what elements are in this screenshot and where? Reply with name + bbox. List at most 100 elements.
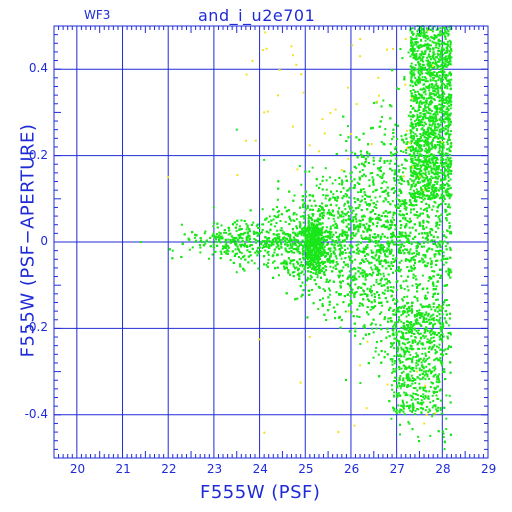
data-point-primary bbox=[435, 43, 438, 46]
data-point-primary bbox=[375, 346, 378, 349]
data-point-primary bbox=[340, 190, 343, 193]
data-point-primary bbox=[448, 221, 451, 224]
data-point-primary bbox=[373, 264, 376, 267]
data-point-primary bbox=[441, 291, 444, 294]
data-point-primary bbox=[434, 132, 437, 135]
data-point-primary bbox=[403, 287, 406, 290]
data-point-primary bbox=[351, 237, 354, 240]
data-point-primary bbox=[341, 274, 344, 277]
data-point-primary bbox=[357, 243, 360, 246]
data-point-primary bbox=[336, 241, 339, 244]
data-point-primary bbox=[322, 253, 325, 256]
data-point-primary bbox=[358, 275, 361, 278]
data-point-primary bbox=[390, 220, 393, 223]
data-point-primary bbox=[309, 278, 312, 281]
data-point-primary bbox=[392, 213, 395, 216]
data-point-primary bbox=[431, 415, 434, 418]
data-point-primary bbox=[362, 247, 365, 250]
data-point-primary bbox=[300, 261, 303, 264]
data-point-primary bbox=[257, 227, 260, 230]
data-point-primary bbox=[392, 299, 395, 302]
data-point-primary bbox=[427, 279, 430, 282]
data-point-primary bbox=[396, 137, 399, 140]
data-point-primary bbox=[366, 152, 369, 155]
data-point-primary bbox=[303, 217, 306, 220]
data-point-primary bbox=[208, 257, 211, 260]
data-point-primary bbox=[408, 204, 411, 207]
data-point-primary bbox=[322, 288, 325, 291]
data-point-primary bbox=[240, 236, 243, 239]
data-point-primary bbox=[375, 253, 378, 256]
data-point-primary bbox=[354, 267, 357, 270]
data-point-primary bbox=[293, 248, 296, 251]
data-point-primary bbox=[427, 216, 430, 219]
data-point-primary bbox=[372, 156, 375, 159]
data-point-primary bbox=[373, 237, 376, 240]
data-point-primary bbox=[313, 268, 316, 271]
data-point-primary bbox=[380, 311, 383, 314]
data-point-primary bbox=[297, 242, 300, 245]
data-point-primary bbox=[316, 218, 319, 221]
data-point-primary bbox=[253, 262, 256, 265]
data-point-primary bbox=[318, 209, 321, 212]
data-point-primary bbox=[279, 242, 282, 245]
data-point-primary bbox=[339, 250, 342, 253]
data-point-primary bbox=[379, 252, 382, 255]
data-point-primary bbox=[235, 271, 238, 274]
data-point-primary bbox=[449, 246, 452, 249]
data-point-primary bbox=[340, 257, 343, 260]
data-point-primary bbox=[401, 243, 404, 246]
data-point-primary bbox=[300, 183, 303, 186]
data-point-primary bbox=[401, 305, 404, 308]
data-point-primary bbox=[369, 323, 372, 326]
data-point-primary bbox=[375, 206, 378, 209]
data-point-primary bbox=[397, 165, 400, 168]
data-point-primary bbox=[436, 246, 439, 249]
data-point-primary bbox=[410, 335, 413, 338]
data-point-primary bbox=[326, 194, 329, 197]
data-point-primary bbox=[347, 125, 350, 128]
data-point-primary bbox=[404, 392, 407, 395]
data-point-primary bbox=[325, 280, 328, 283]
data-point-primary bbox=[205, 239, 208, 242]
data-point-primary bbox=[338, 183, 341, 186]
data-point-primary bbox=[300, 241, 303, 244]
data-point-primary bbox=[364, 278, 367, 281]
data-point-primary bbox=[341, 212, 344, 215]
data-point-primary bbox=[266, 237, 269, 240]
data-point-primary bbox=[403, 241, 406, 244]
data-point-primary bbox=[342, 280, 345, 283]
data-point-primary bbox=[403, 383, 406, 386]
data-point-primary bbox=[313, 236, 316, 239]
data-point-primary bbox=[344, 192, 347, 195]
data-point-primary bbox=[400, 234, 403, 237]
data-point-primary bbox=[375, 281, 378, 284]
data-point-primary bbox=[180, 223, 183, 226]
data-point-primary bbox=[235, 223, 238, 226]
data-point-primary bbox=[353, 274, 356, 277]
data-point-primary bbox=[272, 243, 275, 246]
data-point-primary bbox=[354, 283, 357, 286]
data-point-primary bbox=[357, 240, 360, 243]
data-point-primary bbox=[367, 253, 370, 256]
data-point-primary bbox=[275, 216, 278, 219]
data-point-primary bbox=[291, 251, 294, 254]
data-point-primary bbox=[433, 374, 436, 377]
data-point-primary bbox=[437, 227, 440, 230]
data-point-primary bbox=[322, 236, 325, 239]
data-point-primary bbox=[441, 340, 444, 343]
data-point-primary bbox=[384, 220, 387, 223]
data-point-primary bbox=[344, 251, 347, 254]
data-point-primary bbox=[276, 206, 279, 209]
data-point-primary bbox=[377, 239, 380, 242]
data-point-primary bbox=[315, 261, 318, 264]
data-point-primary bbox=[398, 306, 401, 309]
data-point-primary bbox=[449, 206, 452, 209]
data-point-primary bbox=[361, 303, 364, 306]
data-point-primary bbox=[344, 208, 347, 211]
data-point-primary bbox=[435, 380, 438, 383]
data-point-primary bbox=[375, 203, 378, 206]
data-point-primary bbox=[421, 274, 424, 277]
data-point-primary bbox=[412, 268, 415, 271]
data-point-primary bbox=[191, 246, 194, 249]
